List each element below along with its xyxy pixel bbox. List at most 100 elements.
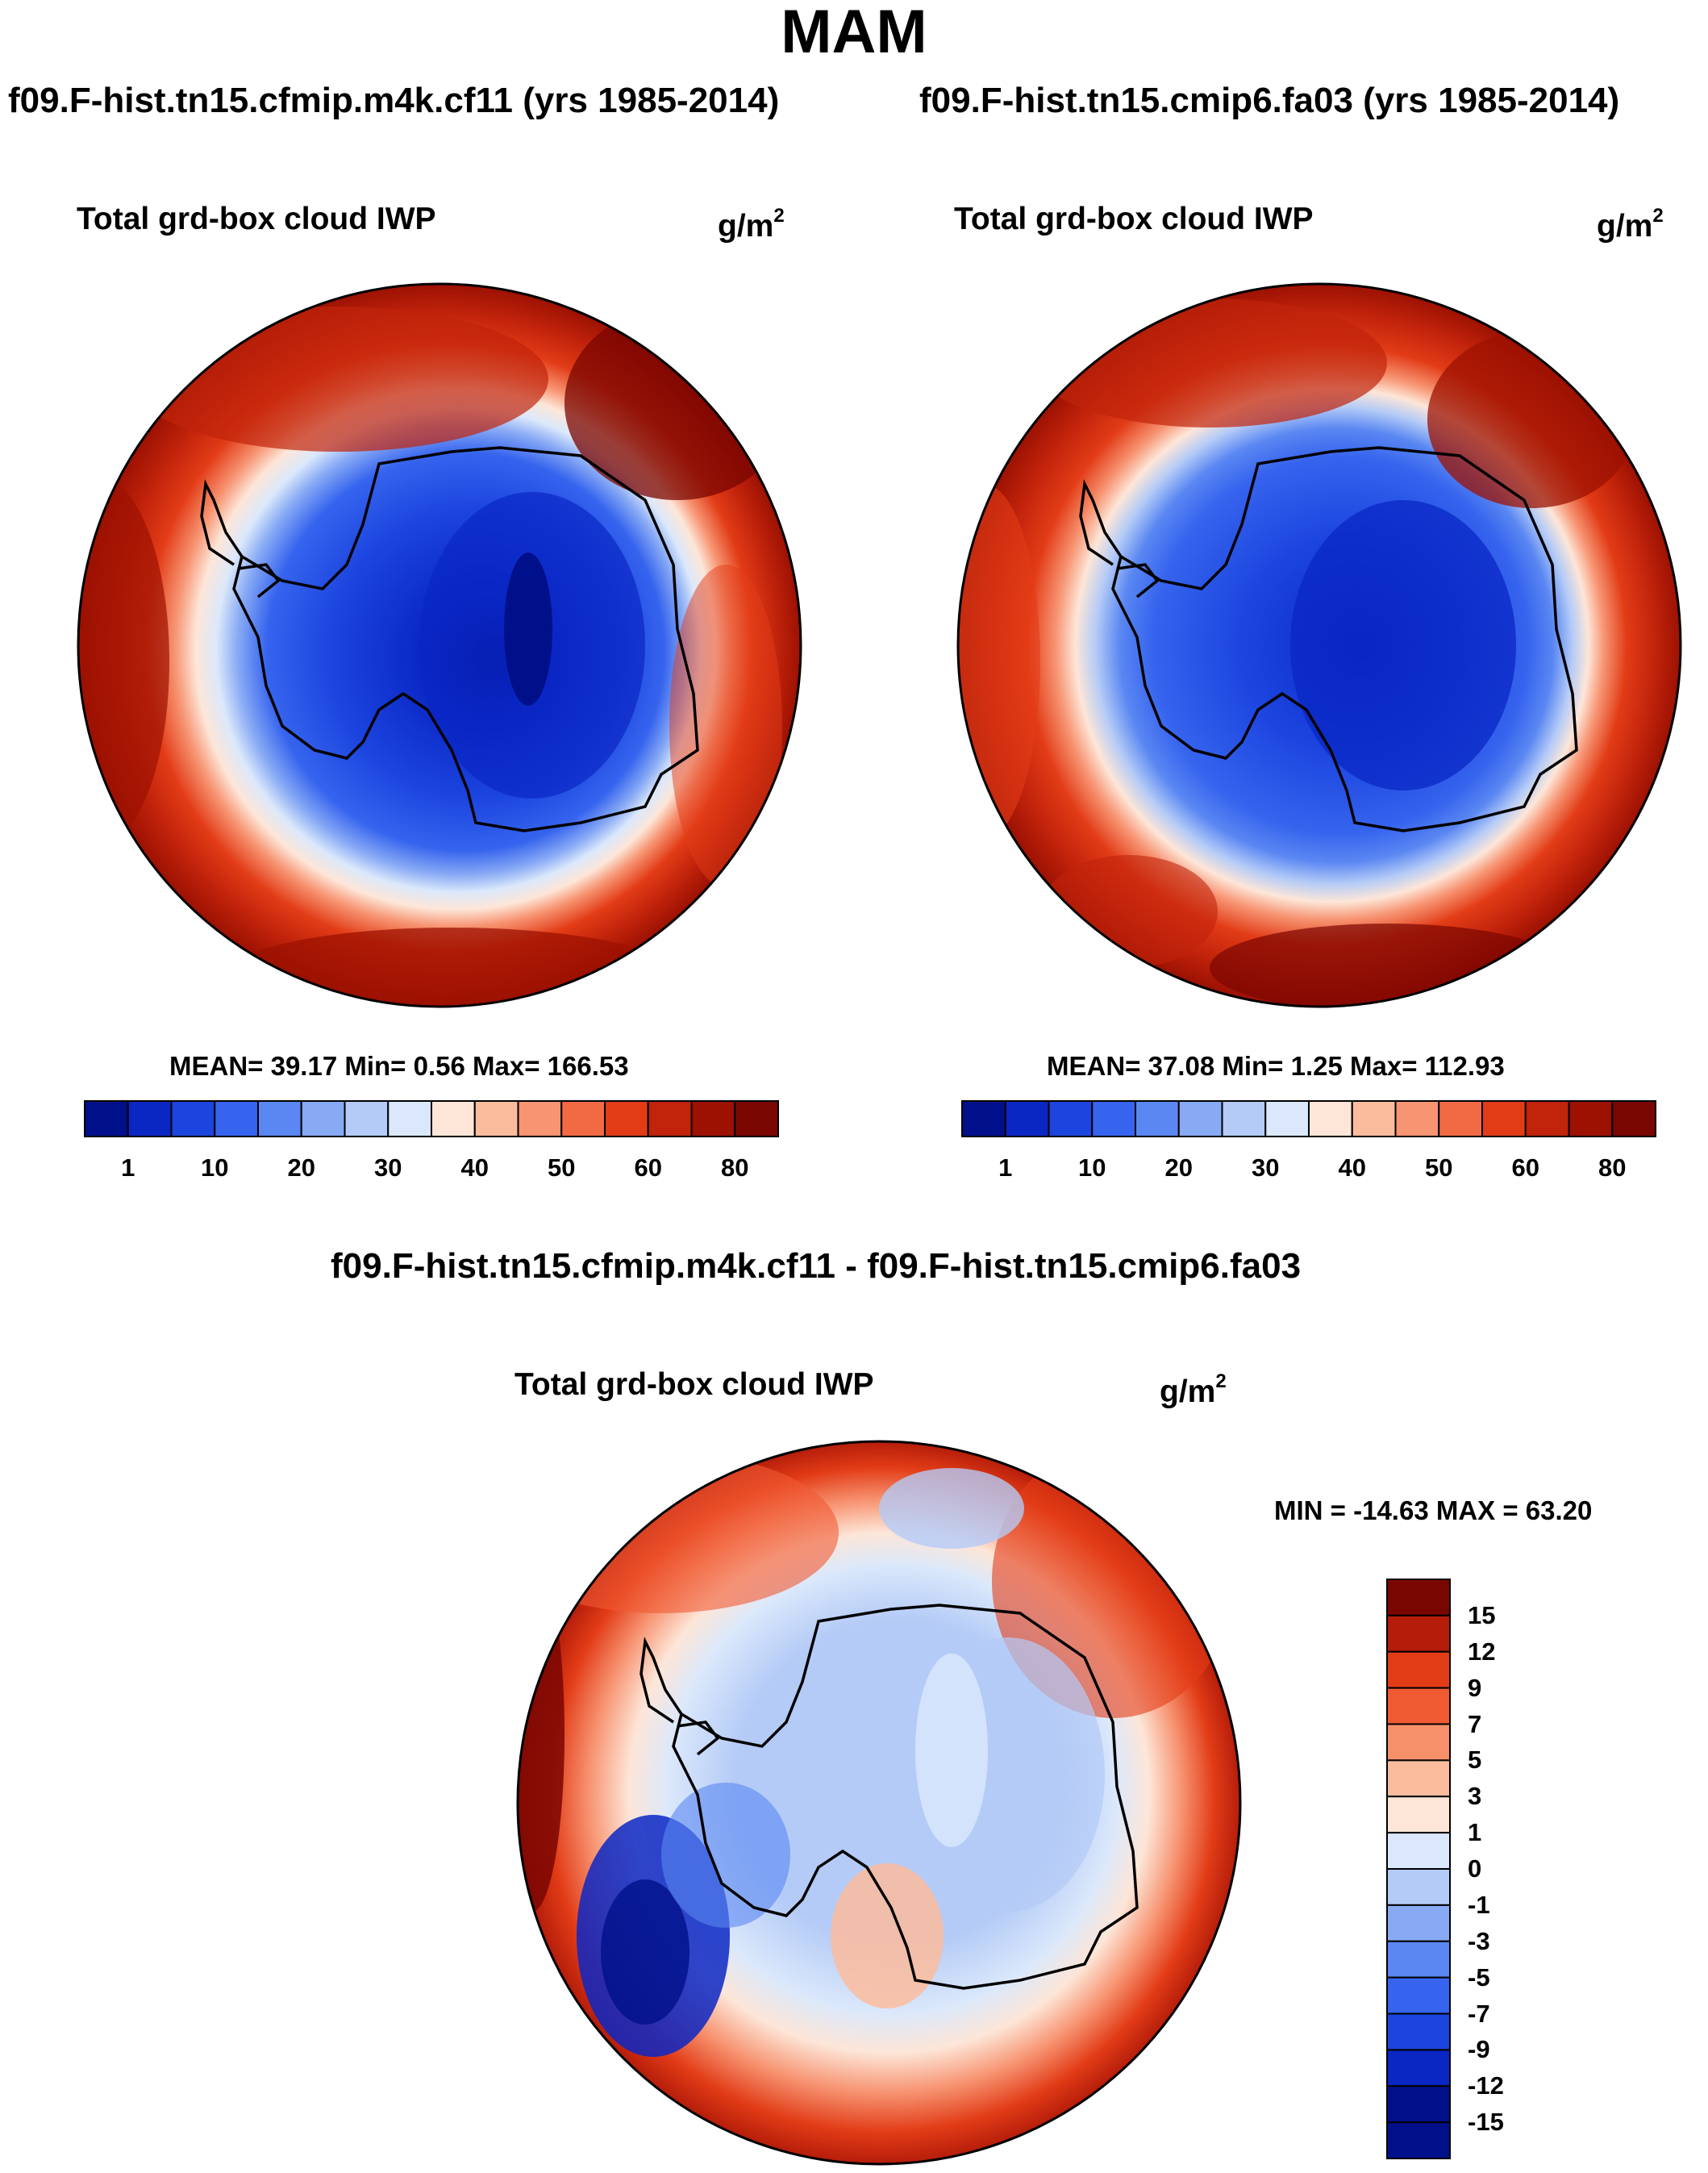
diff-case-title: f09.F-hist.tn15.cfmip.m4k.cf11 - f09.F-h… xyxy=(331,1246,1302,1286)
colorbar-box xyxy=(1386,1976,1451,2015)
colorbar-tick-label: 7 xyxy=(1468,1709,1482,1738)
colorbar-tick-label: 50 xyxy=(548,1153,576,1182)
panel-1-variable-title: Total grd-box cloud IWP xyxy=(77,202,436,236)
colorbar-box xyxy=(387,1100,432,1137)
colorbar-box xyxy=(1386,1723,1451,1762)
colorbar-box xyxy=(961,1100,1006,1137)
colorbar-tick-label: 1 xyxy=(998,1153,1013,1182)
colorbar-box xyxy=(1438,1100,1483,1137)
panel-2-variable-title: Total grd-box cloud IWP xyxy=(954,202,1314,236)
colorbar-tick-label: 80 xyxy=(1598,1153,1627,1182)
colorbar-box xyxy=(1351,1100,1397,1137)
colorbar-box xyxy=(1386,1614,1451,1653)
colorbar-box xyxy=(1308,1100,1353,1137)
colorbar-tick-label: 5 xyxy=(1468,1745,1482,1775)
colorbar-box xyxy=(170,1100,216,1137)
colorbar-tick-label: 0 xyxy=(1468,1854,1482,1883)
colorbar-box xyxy=(1386,2085,1451,2124)
colorbar-tick-label: 1 xyxy=(1468,1818,1482,1847)
main-title: MAM xyxy=(781,0,927,66)
colorbar-tick-label: 60 xyxy=(634,1153,662,1182)
colorbar-tick-label: 1 xyxy=(121,1153,135,1182)
colorbar-tick-label: -3 xyxy=(1468,1926,1490,1955)
colorbar-tick-label: 12 xyxy=(1468,1637,1496,1666)
colorbar-box xyxy=(1386,1650,1451,1689)
colorbar-box xyxy=(1177,1100,1223,1137)
panel-1-map xyxy=(77,282,802,1008)
colorbar-tick-label: 40 xyxy=(1338,1153,1366,1182)
colorbar-box xyxy=(1386,2012,1451,2051)
colorbar-tick-label: -15 xyxy=(1468,2108,1504,2137)
colorbar-box xyxy=(1386,1759,1451,1798)
colorbar-box xyxy=(1386,1796,1451,1834)
diff-coastline xyxy=(672,1604,1139,1990)
colorbar-box xyxy=(473,1100,519,1137)
colorbar-box xyxy=(127,1100,173,1137)
colorbar-tick-label: 60 xyxy=(1511,1153,1539,1182)
colorbar-tick-label: 20 xyxy=(287,1153,315,1182)
colorbar-tick-label: 30 xyxy=(1252,1153,1280,1182)
colorbar-box xyxy=(257,1100,302,1137)
colorbar-box xyxy=(1264,1100,1310,1137)
panel-1-case-title: f09.F-hist.tn15.cfmip.m4k.cf11 (yrs 1985… xyxy=(8,81,780,120)
colorbar-tick-label: 80 xyxy=(721,1153,749,1182)
panel-1-colorbar xyxy=(84,1100,779,1137)
panel-2-case-title: f09.F-hist.tn15.cmip6.fa03 (yrs 1985-201… xyxy=(919,81,1620,120)
colorbar-box xyxy=(1394,1100,1440,1137)
colorbar-box xyxy=(1386,1687,1451,1725)
diff-colorbar xyxy=(1386,1579,1451,2159)
colorbar-tick-label: 20 xyxy=(1164,1153,1193,1182)
panel-1-units: g/m2 xyxy=(718,205,785,244)
colorbar-box xyxy=(1221,1100,1267,1137)
colorbar-box xyxy=(1386,2121,1451,2159)
colorbar-box xyxy=(1386,2049,1451,2087)
colorbar-tick-label: 15 xyxy=(1468,1600,1496,1629)
panel-2-coastline xyxy=(1111,446,1578,832)
colorbar-box xyxy=(214,1100,259,1137)
colorbar-tick-label: -1 xyxy=(1468,1890,1490,1919)
colorbar-box xyxy=(1386,1904,1451,1942)
diff-variable-title: Total grd-box cloud IWP xyxy=(514,1367,874,1402)
colorbar-tick-label: -9 xyxy=(1468,2035,1490,2064)
panel-2-colorbar xyxy=(961,1100,1656,1137)
colorbar-box xyxy=(300,1100,346,1137)
colorbar-box xyxy=(1004,1100,1050,1137)
colorbar-box xyxy=(1386,1868,1451,1906)
panel-2-units: g/m2 xyxy=(1597,205,1664,244)
panel-1-coastline xyxy=(232,446,699,832)
colorbar-tick-label: 10 xyxy=(1078,1153,1106,1182)
colorbar-box xyxy=(1568,1100,1614,1137)
colorbar-box xyxy=(1386,1940,1451,1979)
panel-2-stats: MEAN= 37.08 Min= 1.25 Max= 112.93 xyxy=(1047,1051,1505,1081)
colorbar-tick-label: 50 xyxy=(1425,1153,1453,1182)
colorbar-box xyxy=(1611,1100,1656,1137)
colorbar-box xyxy=(1091,1100,1136,1137)
panel-1-stats: MEAN= 39.17 Min= 0.56 Max= 166.53 xyxy=(169,1051,629,1081)
colorbar-tick-label: 9 xyxy=(1468,1673,1482,1702)
diff-minmax: MIN = -14.63 MAX = 63.20 xyxy=(1274,1495,1593,1525)
colorbar-tick-label: -12 xyxy=(1468,2071,1504,2100)
colorbar-tick-label: 10 xyxy=(201,1153,229,1182)
colorbar-box xyxy=(1386,1579,1451,1616)
colorbar-box xyxy=(431,1100,476,1137)
colorbar-tick-label: 40 xyxy=(460,1153,489,1182)
colorbar-box xyxy=(560,1100,606,1137)
diff-map xyxy=(516,1440,1242,2166)
colorbar-tick-label: 30 xyxy=(374,1153,402,1182)
colorbar-box xyxy=(517,1100,563,1137)
colorbar-box xyxy=(1524,1100,1570,1137)
colorbar-box xyxy=(1135,1100,1180,1137)
colorbar-box xyxy=(734,1100,779,1137)
colorbar-box xyxy=(1481,1100,1527,1137)
colorbar-box xyxy=(344,1100,390,1137)
colorbar-box xyxy=(1048,1100,1094,1137)
colorbar-tick-label: -7 xyxy=(1468,1999,1490,2028)
colorbar-tick-label: -5 xyxy=(1468,1962,1490,1992)
colorbar-box xyxy=(1386,1832,1451,1870)
colorbar-box xyxy=(647,1100,693,1137)
colorbar-tick-label: 3 xyxy=(1468,1782,1482,1811)
colorbar-box xyxy=(690,1100,736,1137)
panel-2-map xyxy=(956,282,1682,1008)
colorbar-box xyxy=(604,1100,649,1137)
